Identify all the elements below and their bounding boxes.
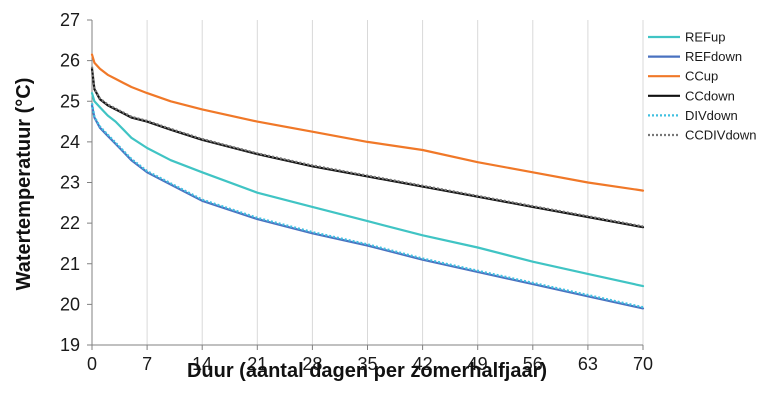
y-tick-label: 20 bbox=[60, 294, 80, 314]
series-line-ccdivdown bbox=[90, 66, 644, 228]
legend-label-ccdown: CCdown bbox=[685, 88, 735, 103]
legend-label-refdown: REFdown bbox=[685, 49, 742, 64]
x-tick-label: 7 bbox=[142, 354, 152, 374]
y-tick-label: 25 bbox=[60, 91, 80, 111]
x-tick-label: 14 bbox=[192, 354, 212, 374]
legend-label-ccup: CCup bbox=[685, 69, 718, 84]
y-tick-label: 21 bbox=[60, 254, 80, 274]
x-tick-label: 42 bbox=[413, 354, 433, 374]
x-tick-label: 21 bbox=[247, 354, 267, 374]
y-axis-title: Watertemperatuur (°C) bbox=[13, 78, 35, 291]
x-tick-label: 49 bbox=[468, 354, 488, 374]
legend-label-refup: REFup bbox=[685, 30, 725, 45]
series-line-refdown bbox=[90, 104, 645, 310]
x-tick-label: 63 bbox=[578, 354, 598, 374]
y-tick-label: 23 bbox=[60, 173, 80, 193]
x-tick-label: 35 bbox=[357, 354, 377, 374]
x-axis-title: Duur (aantal dagen per zomerhalfjaar) bbox=[187, 360, 547, 382]
series-line-refup bbox=[90, 91, 645, 288]
series-lines bbox=[90, 53, 645, 310]
series-line-ccup bbox=[90, 53, 645, 192]
x-axis-ticks: 0 7 14 21 28 35 42 49 56 63 70 bbox=[87, 354, 653, 374]
legend-label-ccdivdown: CCDIVdown bbox=[685, 128, 757, 143]
y-tick-label: 22 bbox=[60, 213, 80, 233]
x-tick-label: 28 bbox=[302, 354, 322, 374]
legend: REFup REFdown CCup CCdown DIVdown CCDIVdown bbox=[648, 30, 757, 143]
legend-label-divdown: DIVdown bbox=[685, 108, 738, 123]
x-tick-label: 56 bbox=[523, 354, 543, 374]
y-axis-ticks: 19 20 21 22 23 24 25 26 27 bbox=[60, 10, 80, 355]
y-tick-label: 19 bbox=[60, 335, 80, 355]
y-tick-label: 24 bbox=[60, 132, 80, 152]
x-tick-label: 0 bbox=[87, 354, 97, 374]
x-tick-label: 70 bbox=[633, 354, 653, 374]
y-tick-label: 26 bbox=[60, 51, 80, 71]
y-tick-label: 27 bbox=[60, 10, 80, 30]
